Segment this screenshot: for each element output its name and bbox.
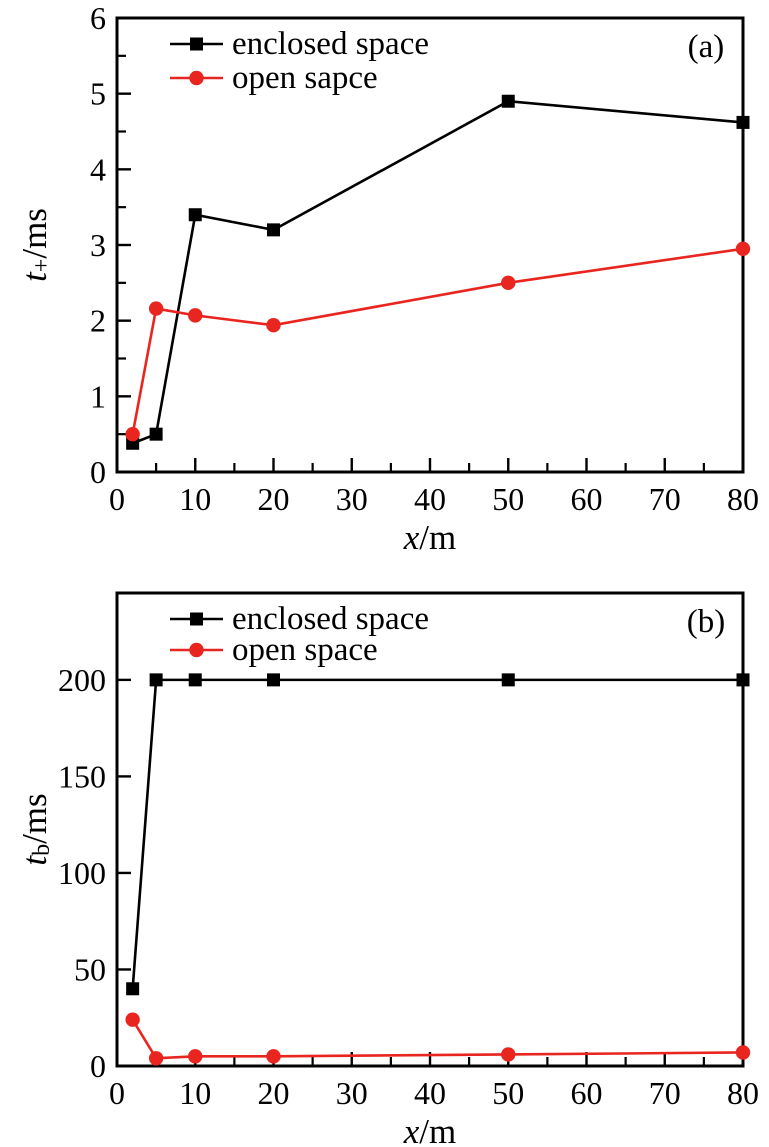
legend-marker-circle	[189, 70, 204, 86]
x-tick-label: 20	[258, 481, 290, 517]
data-point-square	[188, 673, 202, 687]
legend-label-0: enclosed space	[232, 601, 429, 637]
x-tick-label: 10	[179, 1075, 211, 1111]
x-tick-label: 70	[649, 481, 681, 517]
x-tick-label: 60	[571, 1075, 603, 1111]
legend-marker-square	[190, 37, 203, 51]
y-tick-label: 6	[90, 0, 106, 36]
series-line-1	[131, 1018, 744, 1060]
legend-label-0: enclosed space	[232, 26, 429, 62]
x-axis-label: x/m	[403, 518, 457, 557]
series-line-0	[131, 678, 743, 989]
x-tick-label: 0	[109, 481, 125, 517]
y-tick-label: 0	[90, 1048, 106, 1084]
data-point-circle	[188, 1049, 203, 1064]
x-tick-label: 60	[571, 481, 603, 517]
panel-a: 0 10 20 30 40 50 60 70 80 0 1 2 3 4 5 6 enclosed spaceop…	[15, 0, 760, 557]
data-point-circle	[125, 426, 140, 442]
y-tick-label: 4	[90, 151, 106, 187]
y-tick-label: 2	[90, 303, 106, 339]
x-tick-label: 80	[727, 481, 759, 517]
data-point-square	[149, 673, 163, 687]
data-point-square	[126, 982, 140, 996]
data-point-circle	[501, 1047, 516, 1062]
data-point-circle	[266, 1049, 281, 1064]
y-axis-label: tb/ms	[15, 793, 56, 865]
data-point-square	[149, 427, 163, 441]
data-point-square	[188, 208, 202, 222]
data-point-square	[267, 673, 280, 687]
y-tick-label: 0	[90, 454, 106, 490]
y-tick-label: 50	[74, 951, 106, 987]
series-line-1	[131, 247, 744, 435]
x-tick-label: 70	[649, 1075, 681, 1111]
panel-label: (b)	[687, 604, 725, 640]
data-point-circle	[501, 275, 516, 291]
y-tick-label: 3	[90, 227, 106, 263]
panel-b: 0 10 20 30 40 50 60 70 80 0 50 100 150 200 enclosed sp…	[15, 591, 759, 1147]
x-tick-label: 0	[109, 1075, 125, 1111]
legend-label-1: open sapce	[232, 60, 378, 96]
series-line-0	[132, 99, 744, 445]
x-tick-label: 30	[336, 1075, 368, 1111]
legend-marker-square	[190, 612, 203, 626]
x-tick-label: 10	[179, 481, 211, 517]
y-tick-label: 1	[90, 378, 106, 414]
x-tick-label: 80	[727, 1075, 759, 1111]
axes-frame	[115, 591, 745, 1068]
data-point-circle	[125, 1012, 140, 1027]
x-tick-label: 50	[492, 481, 524, 517]
data-point-circle	[735, 1045, 751, 1060]
data-point-square	[501, 94, 515, 108]
data-point-square	[736, 115, 750, 129]
data-point-square	[501, 673, 515, 687]
axes-frame	[115, 16, 745, 474]
data-point-square	[267, 223, 280, 237]
panel-label: (a)	[688, 29, 725, 65]
legend-marker-circle	[189, 642, 204, 658]
data-point-square	[736, 673, 750, 687]
data-point-circle	[148, 1051, 164, 1066]
y-axis-label: t+/ms	[15, 208, 56, 282]
x-tick-label: 40	[414, 1075, 446, 1111]
data-point-circle	[188, 308, 203, 323]
y-tick-label: 150	[58, 758, 106, 794]
y-tick-label: 200	[58, 662, 106, 698]
x-tick-label: 40	[414, 481, 446, 517]
x-tick-label: 20	[258, 1075, 290, 1111]
legend-label-1: open space	[232, 632, 378, 668]
y-tick-label: 100	[58, 855, 106, 891]
x-tick-label: 50	[492, 1075, 524, 1111]
data-point-circle	[735, 241, 751, 256]
x-tick-label: 30	[336, 481, 368, 517]
x-axis-label: x/m	[403, 1112, 457, 1147]
data-point-circle	[266, 318, 281, 333]
y-tick-label: 5	[90, 76, 106, 112]
data-point-circle	[148, 301, 164, 316]
